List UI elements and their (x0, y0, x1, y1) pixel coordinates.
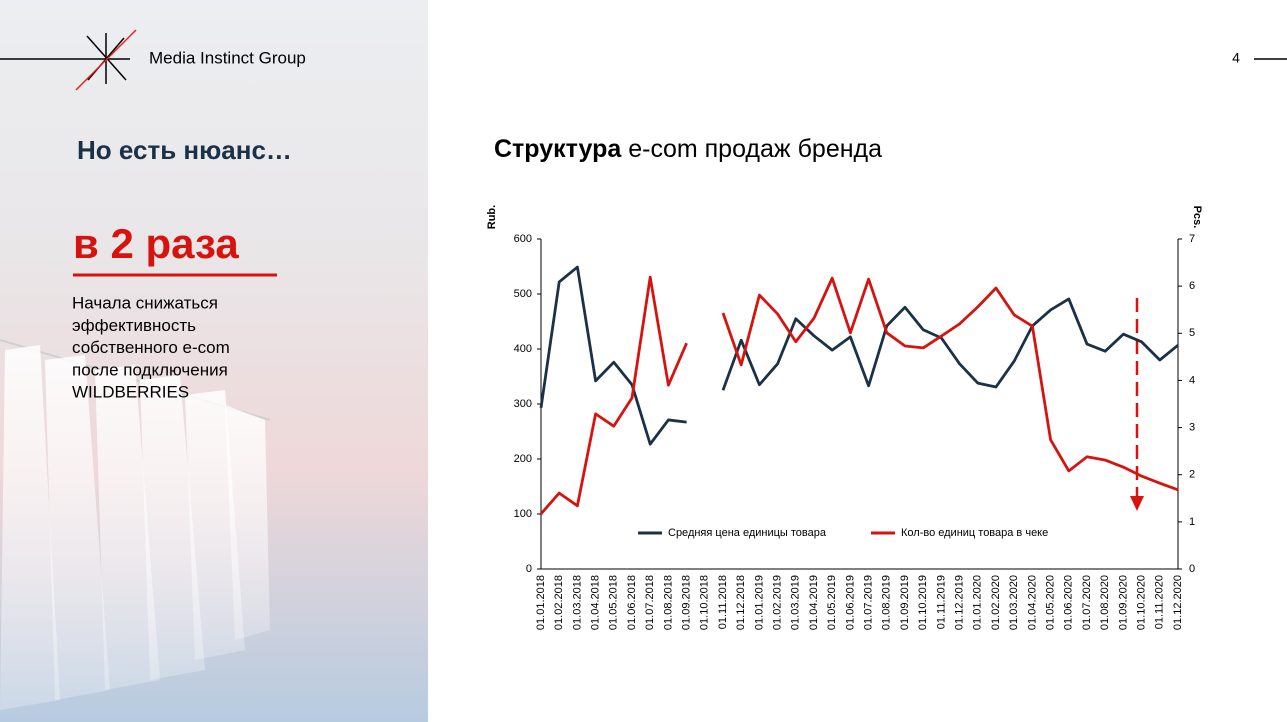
y-axis-label: Rub. (486, 205, 498, 229)
y-tick-label: 400 (514, 343, 532, 355)
x-tick-label: 01.11.2020 (1154, 575, 1166, 629)
x-tick-label: 01.02.2020 (990, 575, 1002, 630)
x-tick-label: 01.07.2020 (1081, 575, 1093, 630)
x-tick-label: 01.11.2019 (935, 575, 947, 629)
legend-label: Средняя цена единицы товара (668, 527, 827, 539)
y2-axis-label: Pcs. (1191, 206, 1203, 229)
x-tick-label: 01.11.2018 (717, 575, 729, 629)
x-tick-label: 01.09.2019 (899, 575, 911, 630)
y2-tick-label: 7 (1189, 233, 1195, 245)
x-tick-label: 01.01.2020 (972, 575, 984, 630)
chart-title: Структура e-com продаж бренда (494, 135, 882, 163)
x-tick-label: 01.04.2020 (1026, 575, 1038, 630)
x-tick-label: 01.10.2018 (699, 575, 711, 630)
x-tick-label: 01.05.2019 (826, 575, 838, 630)
trend-arrow (1130, 298, 1144, 511)
clothes-image (0, 339, 271, 710)
y2-tick-label: 4 (1189, 374, 1195, 386)
paragraph: Начала снижаться эффективность собственног… (72, 293, 230, 401)
paragraph-line: WILDBERRIES (72, 383, 189, 402)
x-tick-label: 01.09.2020 (1117, 575, 1129, 630)
paragraph-line: Начала снижаться (72, 293, 218, 312)
paragraph-line: эффективность (72, 316, 196, 335)
legend-label: Кол-во единиц товара в чеке (901, 527, 1048, 539)
highlight: в 2 раза (73, 220, 239, 267)
x-tick-label: 01.06.2019 (844, 575, 856, 630)
x-tick-label: 01.05.2020 (1045, 575, 1057, 630)
page-number: 4 (1232, 50, 1240, 66)
y-tick-label: 600 (514, 233, 532, 245)
x-tick-label: 01.01.2019 (753, 575, 765, 630)
x-tick-label: 01.02.2018 (553, 575, 565, 630)
y2-tick-label: 1 (1189, 516, 1195, 528)
x-tick-label: 01.08.2019 (881, 575, 893, 630)
chart-title-bold: Структура (494, 135, 622, 163)
x-tick-label: 01.05.2018 (608, 575, 620, 630)
y2-tick-label: 0 (1189, 563, 1195, 575)
paragraph-line: после подключения (72, 360, 228, 379)
x-tick-label: 01.08.2020 (1099, 575, 1111, 630)
y-tick-label: 200 (514, 453, 532, 465)
paragraph-line: собственного e-com (72, 338, 230, 357)
x-tick-label: 01.04.2018 (590, 575, 602, 630)
brand-name: Media Instinct Group (149, 48, 306, 67)
x-tick-label: 01.04.2019 (808, 575, 820, 630)
y-tick-label: 0 (526, 563, 532, 575)
y2-tick-label: 2 (1189, 469, 1195, 481)
x-tick-label: 01.01.2018 (535, 575, 547, 630)
y-tick-label: 300 (514, 398, 532, 410)
x-tick-label: 01.02.2019 (772, 575, 784, 630)
x-tick-label: 01.10.2020 (1136, 575, 1148, 630)
x-tick-label: 01.12.2018 (735, 575, 747, 630)
x-tick-label: 01.03.2018 (571, 575, 583, 630)
y-tick-label: 100 (514, 508, 532, 520)
x-tick-label: 01.06.2020 (1063, 575, 1075, 630)
x-tick-label: 01.06.2018 (626, 575, 638, 630)
x-tick-label: 01.08.2018 (662, 575, 674, 630)
y2-tick-label: 6 (1189, 280, 1195, 292)
x-tick-label: 01.07.2019 (863, 575, 875, 630)
x-tick-label: 01.03.2020 (1008, 575, 1020, 630)
x-tick-label: 01.12.2019 (954, 575, 966, 630)
y-tick-label: 500 (514, 288, 532, 300)
x-tick-label: 01.03.2019 (790, 575, 802, 630)
x-tick-label: 01.10.2019 (917, 575, 929, 630)
x-tick-label: 01.12.2020 (1172, 575, 1184, 630)
y2-tick-label: 3 (1189, 421, 1195, 433)
x-tick-label: 01.09.2018 (681, 575, 693, 630)
y2-tick-label: 5 (1189, 327, 1195, 339)
logo (0, 29, 137, 91)
chart-title-rest: e-com продаж бренда (628, 135, 882, 163)
series-line (539, 265, 1179, 446)
x-tick-label: 01.07.2018 (644, 575, 656, 630)
series-line (539, 275, 1179, 515)
heading: Но есть нюанс… (77, 135, 292, 165)
